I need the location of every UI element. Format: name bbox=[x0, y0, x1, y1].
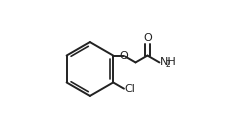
Text: O: O bbox=[119, 51, 128, 61]
Text: NH: NH bbox=[160, 57, 176, 67]
Text: 2: 2 bbox=[166, 60, 171, 69]
Text: Cl: Cl bbox=[125, 84, 135, 94]
Text: O: O bbox=[143, 33, 152, 43]
